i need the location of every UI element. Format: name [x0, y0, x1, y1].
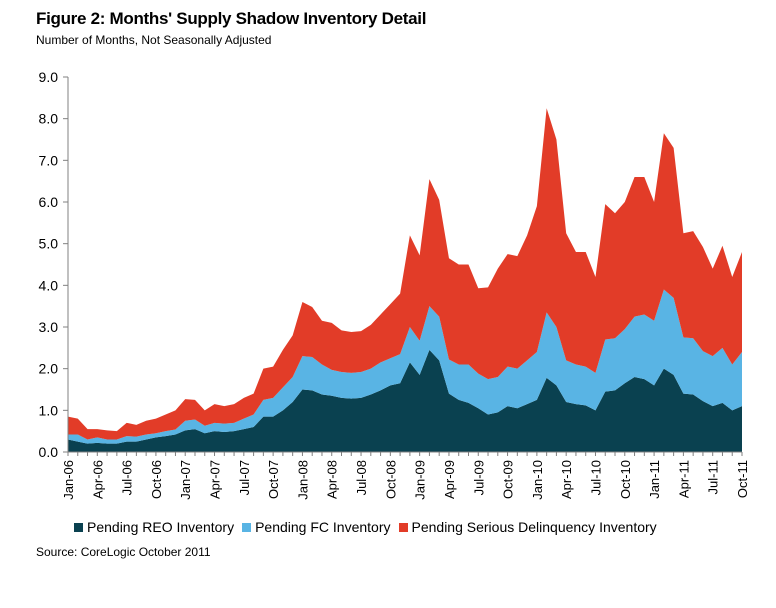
chart-title: Figure 2: Months' Supply Shadow Inventor… [36, 9, 427, 28]
x-tick-label: Apr-10 [559, 460, 574, 499]
y-tick-label: 4.0 [39, 277, 59, 293]
x-tick-label: Jan-11 [647, 460, 662, 499]
legend-label-fc: Pending FC Inventory [255, 519, 391, 535]
x-tick-label: Jul-09 [471, 460, 486, 495]
chart-legend: Pending REO Inventory Pending FC Invento… [74, 519, 665, 535]
x-tick-label: Jul-11 [706, 460, 721, 494]
x-tick-label: Oct-07 [266, 460, 281, 499]
x-tick-label: Jan-07 [178, 460, 193, 500]
x-tick-label: Jul-10 [588, 460, 603, 495]
x-tick-label: Apr-06 [90, 460, 105, 499]
y-tick-label: 5.0 [39, 236, 59, 252]
area-series-reo [68, 349, 742, 452]
y-tick-label: 2.0 [39, 361, 59, 377]
y-tick-label: 6.0 [39, 194, 59, 210]
area-series-sdq [68, 108, 742, 440]
x-tick-label: Apr-08 [325, 460, 340, 499]
legend-item-sdq: Pending Serious Delinquency Inventory [398, 519, 657, 535]
legend-swatch-reo [74, 522, 83, 532]
x-tick-label: Apr-11 [676, 460, 691, 498]
x-tick-label: Oct-11 [735, 460, 750, 498]
legend-item-reo: Pending REO Inventory [74, 519, 234, 535]
x-tick-label: Jul-08 [354, 460, 369, 495]
y-tick-label: 1.0 [39, 402, 59, 418]
x-tick-label: Oct-10 [618, 460, 633, 499]
chart-subtitle: Number of Months, Not Seasonally Adjuste… [36, 33, 272, 47]
x-tick-label: Jan-08 [295, 460, 310, 500]
legend-swatch-fc [242, 522, 252, 532]
x-tick-label: Apr-09 [442, 460, 457, 499]
y-tick-label: 8.0 [39, 111, 59, 127]
y-tick-label: 7.0 [39, 152, 59, 168]
x-tick-label: Jan-06 [61, 460, 76, 500]
x-tick-label: Oct-09 [501, 460, 516, 499]
x-tick-label: Apr-07 [208, 460, 223, 499]
legend-item-fc: Pending FC Inventory [242, 519, 391, 535]
x-tick-label: Jul-06 [120, 460, 135, 495]
x-tick-label: Jul-07 [237, 460, 252, 495]
y-tick-label: 9.0 [39, 69, 59, 85]
legend-label-reo: Pending REO Inventory [87, 519, 235, 535]
legend-label-sdq: Pending Serious Delinquency Inventory [411, 519, 657, 535]
x-tick-label: Oct-08 [383, 460, 398, 499]
x-tick-label: Jan-10 [530, 460, 545, 500]
x-tick-label: Jan-09 [413, 460, 428, 500]
area-series-fc [68, 289, 742, 444]
y-tick-label: 0.0 [39, 444, 59, 460]
x-tick-label: Oct-06 [149, 460, 164, 499]
legend-swatch-sdq [398, 522, 408, 532]
y-tick-label: 3.0 [39, 319, 59, 335]
source-note: Source: CoreLogic October 2011 [36, 545, 211, 559]
